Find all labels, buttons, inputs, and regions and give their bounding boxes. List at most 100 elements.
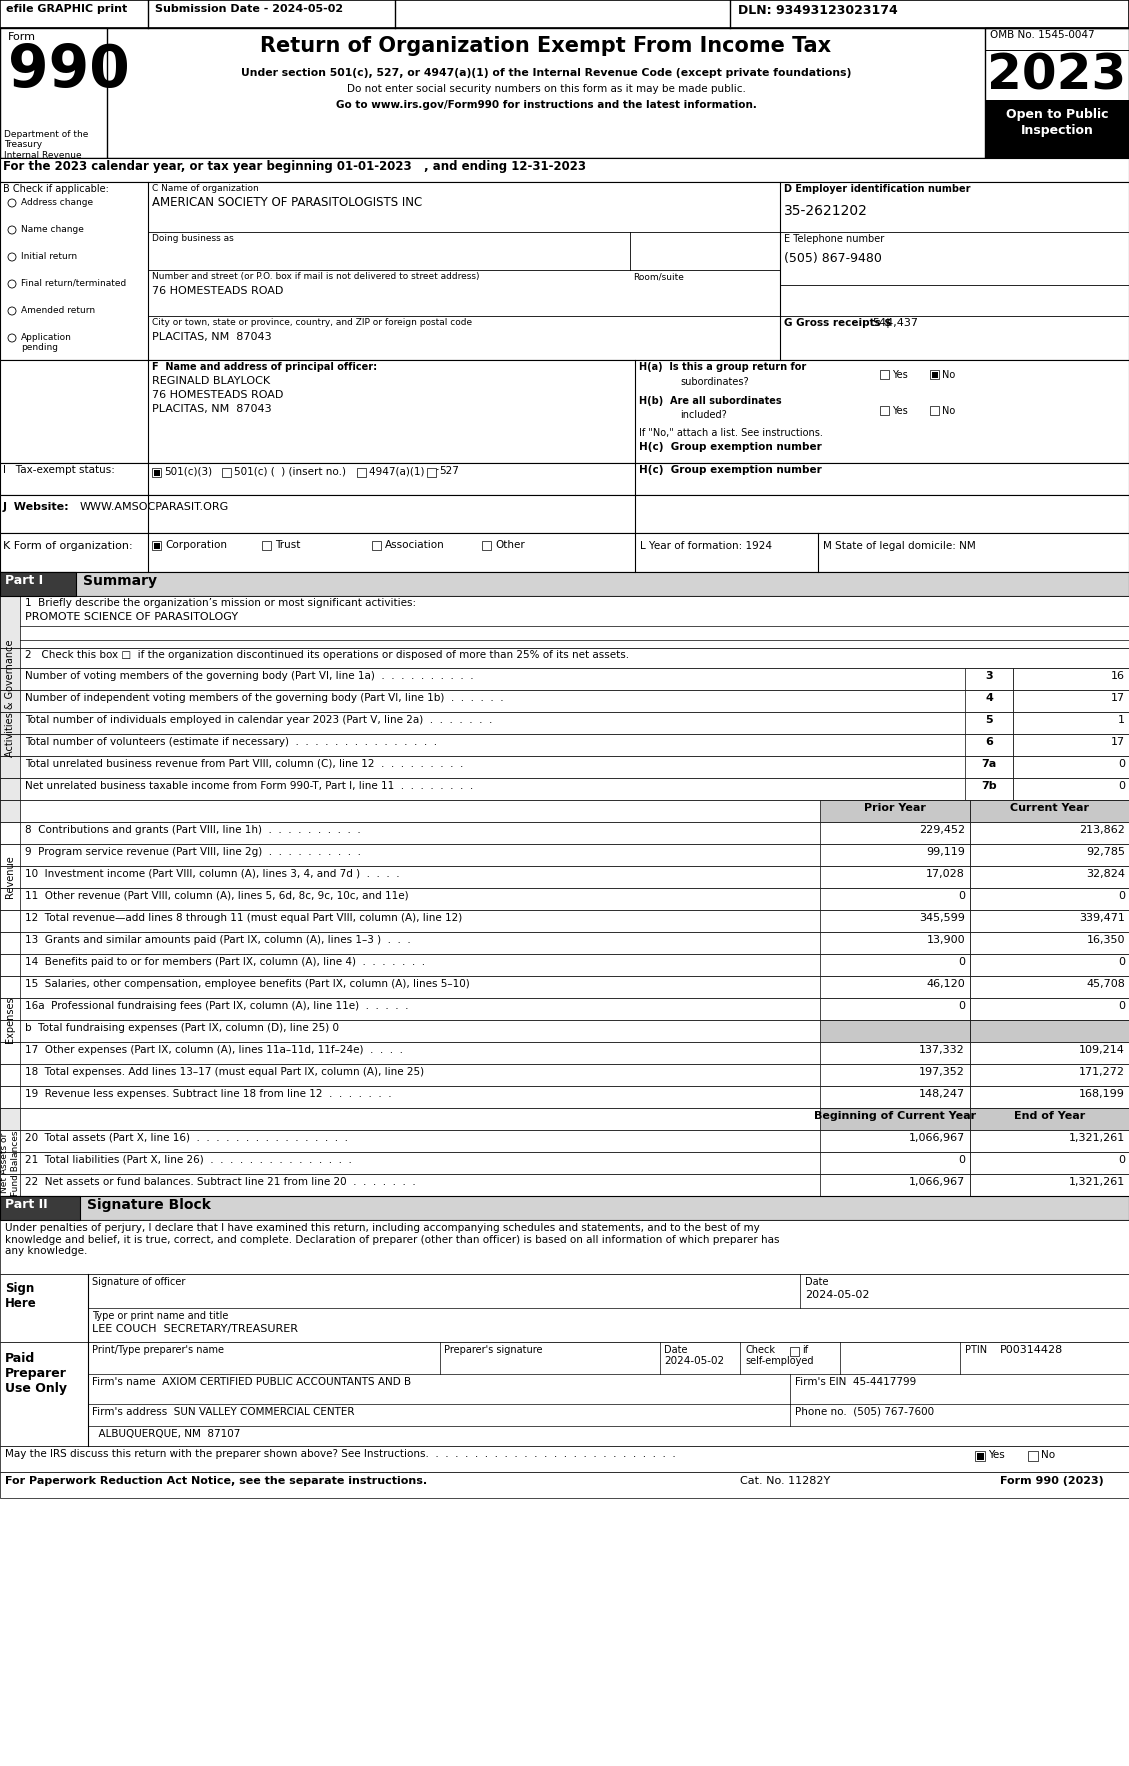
- Circle shape: [8, 253, 16, 261]
- Bar: [0, 888, 20, 909]
- Bar: [931, 371, 937, 378]
- Bar: [820, 800, 970, 821]
- Text: Do not enter social security numbers on this form as it may be made public.: Do not enter social security numbers on …: [347, 85, 745, 94]
- Bar: [970, 932, 1129, 954]
- Text: H(c)  Group exemption number: H(c) Group exemption number: [639, 442, 822, 452]
- Text: Other: Other: [495, 540, 525, 549]
- Text: Expenses: Expenses: [5, 996, 15, 1044]
- Text: WWW.AMSOCPARASIT.ORG: WWW.AMSOCPARASIT.ORG: [80, 502, 229, 512]
- Bar: [152, 468, 161, 477]
- Text: Firm's name  AXIOM CERTIFIED PUBLIC ACCOUNTANTS AND B: Firm's name AXIOM CERTIFIED PUBLIC ACCOU…: [91, 1377, 411, 1386]
- Text: Initial return: Initial return: [21, 253, 77, 261]
- Bar: [0, 1130, 20, 1151]
- Bar: [0, 595, 20, 648]
- Text: Date: Date: [805, 1277, 829, 1287]
- Bar: [0, 977, 1129, 998]
- Bar: [0, 1107, 1129, 1130]
- Bar: [1013, 779, 1129, 800]
- Text: 5: 5: [986, 715, 992, 726]
- Bar: [0, 1196, 1129, 1220]
- Bar: [0, 735, 1129, 756]
- Text: LEE COUCH  SECRETARY/TREASURER: LEE COUCH SECRETARY/TREASURER: [91, 1324, 298, 1333]
- Bar: [0, 691, 20, 712]
- Text: 1,321,261: 1,321,261: [1069, 1176, 1124, 1187]
- Text: REGINALD BLAYLOCK: REGINALD BLAYLOCK: [152, 376, 270, 387]
- Bar: [970, 977, 1129, 998]
- Text: If "No," attach a list. See instructions.: If "No," attach a list. See instructions…: [639, 427, 823, 438]
- Bar: [0, 844, 20, 865]
- Text: 76 HOMESTEADS ROAD: 76 HOMESTEADS ROAD: [152, 286, 283, 297]
- Text: (505) 867-9480: (505) 867-9480: [784, 253, 882, 265]
- Text: For the 2023 calendar year, or tax year beginning 01-01-2023   , and ending 12-3: For the 2023 calendar year, or tax year …: [3, 161, 586, 173]
- Text: 0: 0: [959, 957, 965, 968]
- Bar: [970, 1130, 1129, 1151]
- Text: if: if: [802, 1346, 808, 1355]
- Text: Check: Check: [745, 1346, 774, 1355]
- Text: For Paperwork Reduction Act Notice, see the separate instructions.: For Paperwork Reduction Act Notice, see …: [5, 1476, 427, 1485]
- Text: Cat. No. 11282Y: Cat. No. 11282Y: [739, 1476, 830, 1485]
- Text: H(b)  Are all subordinates: H(b) Are all subordinates: [639, 396, 781, 406]
- Bar: [0, 157, 1129, 182]
- Text: PTIN: PTIN: [965, 1346, 987, 1355]
- Text: 14  Benefits paid to or for members (Part IX, column (A), line 4)  .  .  .  .  .: 14 Benefits paid to or for members (Part…: [25, 957, 426, 968]
- Text: 171,272: 171,272: [1079, 1067, 1124, 1077]
- Bar: [427, 468, 436, 477]
- Bar: [970, 1086, 1129, 1107]
- Bar: [970, 865, 1129, 888]
- Text: Yes: Yes: [892, 371, 908, 380]
- Bar: [0, 1107, 20, 1130]
- Text: 501(c)(3): 501(c)(3): [164, 466, 212, 477]
- Bar: [0, 1151, 20, 1174]
- Bar: [0, 712, 20, 735]
- Text: 17,028: 17,028: [926, 869, 965, 879]
- Bar: [977, 1452, 983, 1459]
- Text: 197,352: 197,352: [919, 1067, 965, 1077]
- Bar: [0, 932, 20, 954]
- Bar: [984, 101, 1129, 157]
- Bar: [970, 909, 1129, 932]
- Bar: [820, 909, 970, 932]
- Text: P00314428: P00314428: [1000, 1346, 1064, 1355]
- Circle shape: [8, 307, 16, 314]
- Bar: [984, 28, 1129, 157]
- Text: 0: 0: [1118, 892, 1124, 901]
- Bar: [965, 779, 1013, 800]
- Text: B Check if applicable:: B Check if applicable:: [3, 184, 108, 194]
- Bar: [0, 595, 1129, 648]
- Bar: [1013, 735, 1129, 756]
- Text: Preparer's signature: Preparer's signature: [444, 1346, 543, 1355]
- Text: 92,785: 92,785: [1086, 848, 1124, 857]
- Bar: [0, 572, 1129, 595]
- Text: City or town, state or province, country, and ZIP or foreign postal code: City or town, state or province, country…: [152, 318, 472, 327]
- Text: Yes: Yes: [892, 406, 908, 417]
- Text: Type or print name and title: Type or print name and title: [91, 1310, 228, 1321]
- Text: Return of Organization Exempt From Income Tax: Return of Organization Exempt From Incom…: [261, 35, 832, 57]
- Bar: [0, 954, 1129, 977]
- Bar: [970, 954, 1129, 977]
- Text: 8  Contributions and grants (Part VIII, line 1h)  .  .  .  .  .  .  .  .  .  .: 8 Contributions and grants (Part VIII, l…: [25, 825, 361, 835]
- Text: 0: 0: [1118, 759, 1124, 768]
- Text: 544,437: 544,437: [872, 318, 918, 328]
- Text: 22  Net assets or fund balances. Subtract line 21 from line 20  .  .  .  .  .  .: 22 Net assets or fund balances. Subtract…: [25, 1176, 415, 1187]
- Text: self-employed: self-employed: [745, 1356, 814, 1365]
- Text: 32,824: 32,824: [1086, 869, 1124, 879]
- Text: H(a)  Is this a group return for: H(a) Is this a group return for: [639, 362, 806, 373]
- Text: Summary: Summary: [84, 574, 157, 588]
- Bar: [262, 540, 271, 549]
- Bar: [0, 865, 20, 888]
- Bar: [0, 1021, 1129, 1042]
- Bar: [970, 1042, 1129, 1063]
- Bar: [0, 821, 1129, 844]
- Text: Yes: Yes: [988, 1450, 1005, 1460]
- Bar: [0, 1151, 1129, 1174]
- Text: 13  Grants and similar amounts paid (Part IX, column (A), lines 1–3 )  .  .  .: 13 Grants and similar amounts paid (Part…: [25, 934, 411, 945]
- Text: Submission Date - 2024-05-02: Submission Date - 2024-05-02: [155, 4, 343, 14]
- Bar: [879, 371, 889, 380]
- Bar: [965, 691, 1013, 712]
- Bar: [0, 977, 20, 998]
- Bar: [0, 691, 1129, 712]
- Bar: [0, 844, 1129, 865]
- Text: Doing business as: Doing business as: [152, 235, 234, 244]
- Bar: [154, 470, 159, 475]
- Bar: [0, 932, 1129, 954]
